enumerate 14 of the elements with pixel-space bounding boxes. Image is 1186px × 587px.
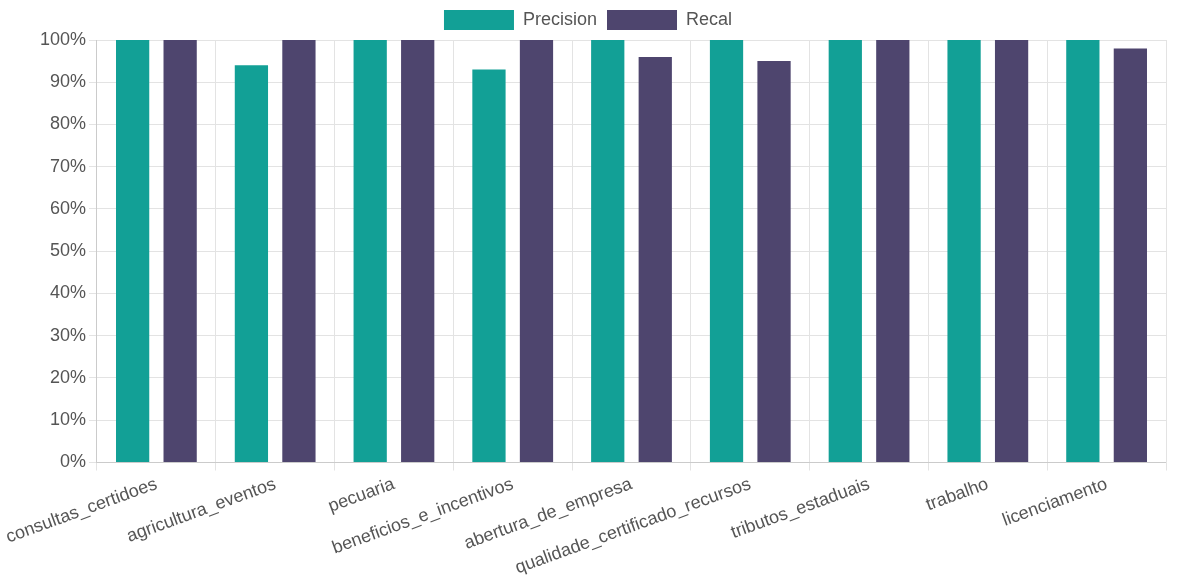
y-tick-label: 80% (49, 113, 86, 134)
y-tick-label: 0% (59, 451, 86, 472)
x-tick-label: trabalho (922, 473, 991, 515)
y-tick-label: 90% (49, 71, 86, 92)
legend-label: Precision (522, 8, 598, 29)
y-tick-label: 30% (49, 324, 86, 345)
y-tick-label: 50% (49, 240, 86, 261)
y-tick-label: 70% (49, 155, 86, 176)
legend-label: Recal (686, 8, 733, 29)
y-tick-label: 20% (49, 366, 86, 387)
y-tick-label: 100% (39, 28, 86, 49)
y-tick-label: 40% (49, 282, 86, 303)
y-tick-label: 10% (49, 409, 86, 430)
y-tick-label: 60% (49, 197, 86, 218)
